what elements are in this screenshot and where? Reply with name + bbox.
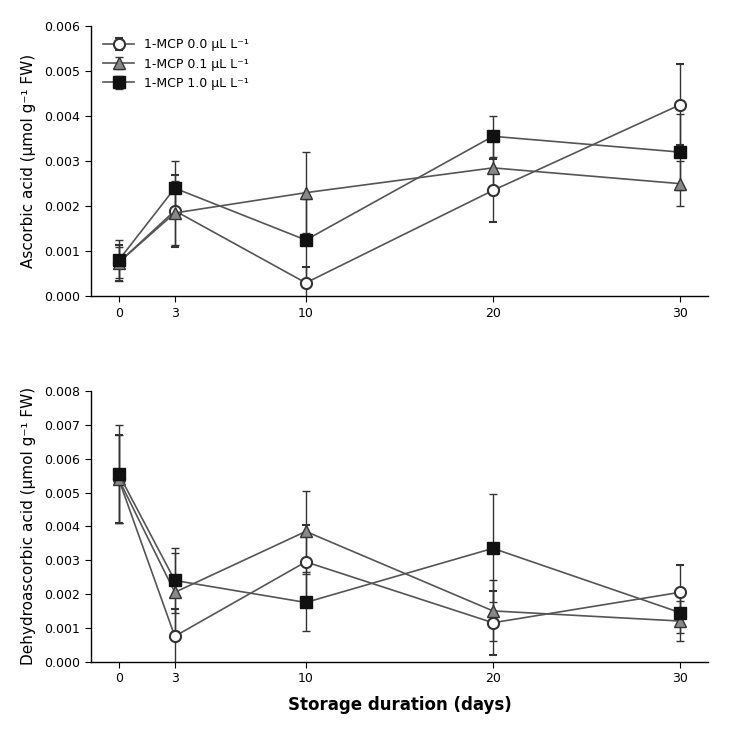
Y-axis label: Dehydroascorbic acid (μmol g⁻¹ FW): Dehydroascorbic acid (μmol g⁻¹ FW) xyxy=(21,387,36,665)
X-axis label: Storage duration (days): Storage duration (days) xyxy=(287,696,511,714)
Y-axis label: Ascorbic acid (μmol g⁻¹ FW): Ascorbic acid (μmol g⁻¹ FW) xyxy=(21,54,36,268)
Legend: 1-MCP 0.0 μL L⁻¹, 1-MCP 0.1 μL L⁻¹, 1-MCP 1.0 μL L⁻¹: 1-MCP 0.0 μL L⁻¹, 1-MCP 0.1 μL L⁻¹, 1-MC… xyxy=(97,32,255,96)
